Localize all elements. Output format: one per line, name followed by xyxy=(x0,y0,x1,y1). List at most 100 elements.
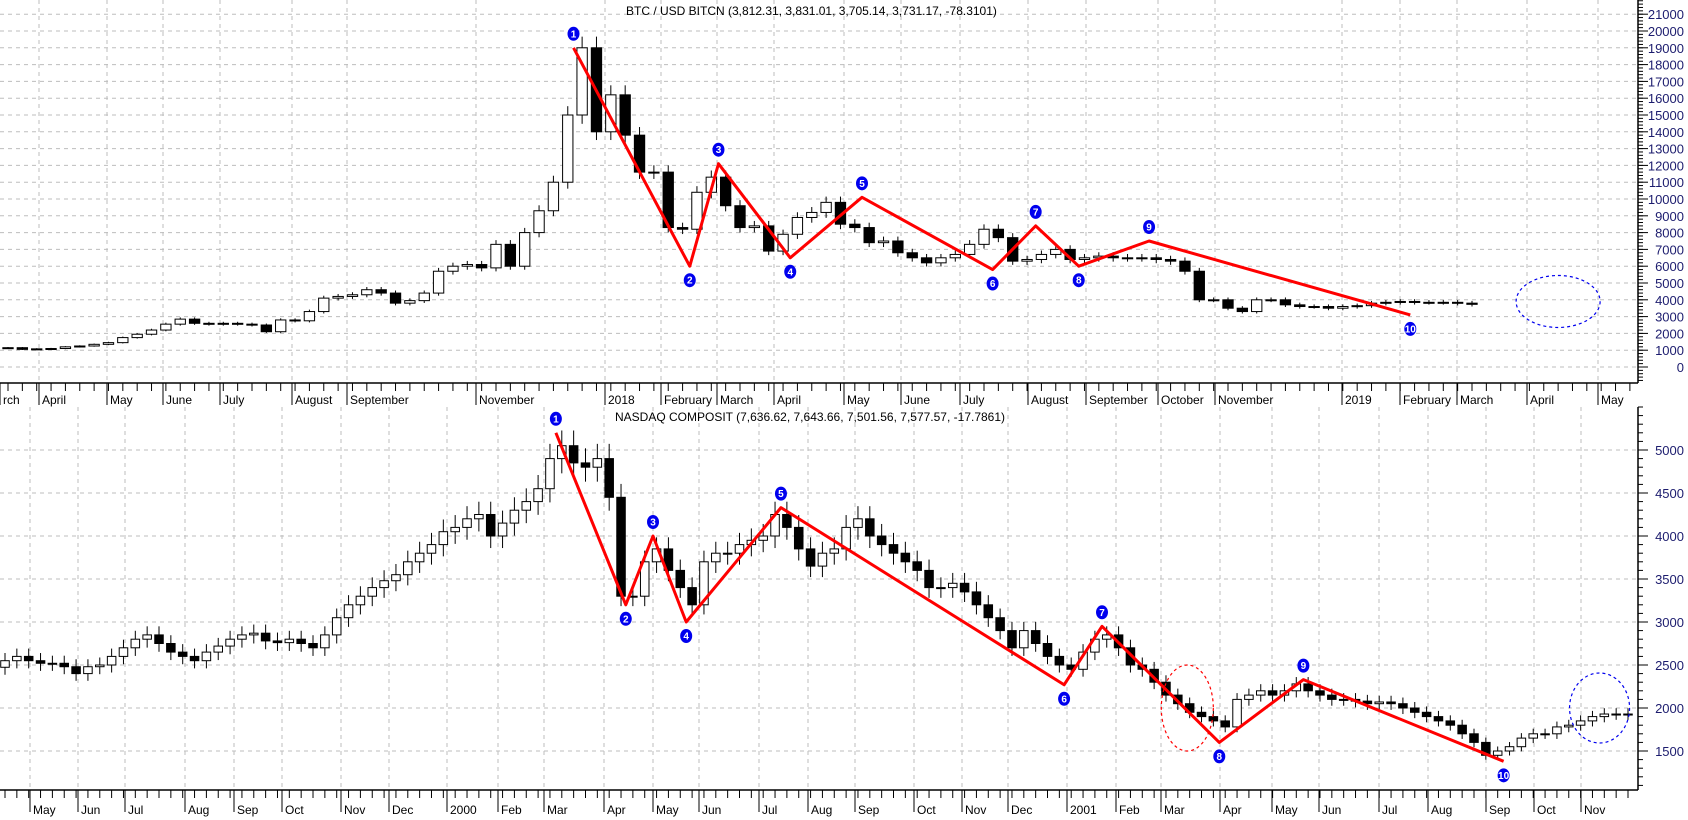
bear-candle-body xyxy=(865,518,875,537)
x-tick-label: September xyxy=(350,393,409,407)
x-tick-label: Apr xyxy=(607,803,626,817)
x-tick-label: Mar xyxy=(1164,803,1185,817)
bull-candle-body xyxy=(935,257,947,264)
bear-candle-body xyxy=(849,223,861,229)
x-tick-label: Apr xyxy=(1223,803,1242,817)
candle xyxy=(935,253,947,267)
bull-candle-body xyxy=(83,666,93,675)
bull-candle-body xyxy=(791,216,804,235)
highlight-ellipse xyxy=(1160,664,1214,752)
x-tick-label: August xyxy=(1031,393,1069,407)
candle xyxy=(1294,302,1306,309)
candle xyxy=(1504,742,1515,756)
candle xyxy=(1236,306,1249,314)
y-tick-label: 20000 xyxy=(1648,24,1684,39)
bull-candle-body xyxy=(118,647,129,657)
bull-candle-body xyxy=(691,191,703,230)
candle xyxy=(1457,719,1467,739)
bull-candle-body xyxy=(74,345,86,348)
bull-candle-body xyxy=(361,289,373,296)
highlight-ellipse xyxy=(1568,672,1631,744)
bear-candle-body xyxy=(389,292,402,304)
x-tick-label: February xyxy=(664,393,712,407)
bull-candle-body xyxy=(474,514,484,520)
bear-candle-body xyxy=(580,462,591,468)
candle xyxy=(201,644,212,669)
candle xyxy=(12,648,22,669)
bull-candle-body xyxy=(346,294,359,297)
candle xyxy=(284,630,295,651)
x-tick-label: May xyxy=(33,803,56,817)
candle xyxy=(490,240,502,272)
bear-candle-body xyxy=(876,535,887,546)
candle xyxy=(1437,300,1449,305)
y-tick-label: 8000 xyxy=(1655,226,1684,241)
candle xyxy=(533,475,543,515)
candle xyxy=(820,196,832,218)
candle xyxy=(461,260,473,270)
wave-label: 3 xyxy=(716,145,722,156)
wave-marker-10: 10 xyxy=(1497,768,1510,783)
wave-marker-9: 9 xyxy=(1143,220,1156,234)
bear-candle-body xyxy=(1222,299,1234,309)
candle xyxy=(1466,300,1478,307)
x-tick-label: May xyxy=(110,393,133,407)
bull-candle-body xyxy=(947,582,958,589)
bull-candle-body xyxy=(648,171,660,174)
candle xyxy=(1019,621,1029,656)
bull-candle-body xyxy=(367,587,378,597)
candle xyxy=(16,347,29,350)
x-tick-label: July xyxy=(223,393,244,407)
bear-candle-body xyxy=(289,319,301,322)
bull-candle-body xyxy=(45,348,57,351)
bear-candle-body xyxy=(296,638,306,645)
bear-candle-body xyxy=(1421,711,1432,718)
candle xyxy=(983,595,994,627)
candle xyxy=(865,506,875,549)
bear-candle-body xyxy=(71,666,81,675)
bull-candle-body xyxy=(213,645,224,653)
candle xyxy=(2,347,14,350)
candle xyxy=(1308,304,1320,309)
y-tick-label: 2000 xyxy=(1655,701,1684,716)
candle xyxy=(1078,253,1091,264)
bull-candle-body xyxy=(1611,713,1621,716)
bull-candle-body xyxy=(450,526,460,533)
candle xyxy=(978,224,990,249)
x-tick-label: 2001 xyxy=(1070,803,1097,817)
x-tick-label: rch xyxy=(3,393,20,407)
bull-candle-body xyxy=(1050,248,1062,255)
bull-candle-body xyxy=(758,535,768,541)
bear-candle-body xyxy=(1164,258,1177,262)
candle xyxy=(1337,304,1349,311)
candle xyxy=(249,624,259,644)
y-tick-label: 15000 xyxy=(1648,108,1684,123)
bear-candle-body xyxy=(1042,643,1053,657)
wave-marker-circle xyxy=(774,486,787,501)
bull-candle-body xyxy=(1021,258,1033,262)
wave-label: 5 xyxy=(859,179,865,190)
x-tick-label: Dec xyxy=(392,803,413,817)
candle xyxy=(1528,728,1538,744)
candle xyxy=(604,443,614,511)
y-tick-label: 5000 xyxy=(1655,443,1684,458)
candle xyxy=(1042,635,1053,665)
bull-candle-body xyxy=(1338,698,1349,701)
bull-candle-body xyxy=(432,270,445,294)
bull-candle-body xyxy=(438,531,449,546)
candle xyxy=(892,236,904,257)
candle xyxy=(59,346,72,350)
bear-candle-body xyxy=(676,227,689,230)
bear-candle-body xyxy=(619,94,631,136)
bull-candle-body xyxy=(95,664,105,668)
candle xyxy=(1351,303,1363,309)
candle xyxy=(1394,299,1406,305)
bear-candle-body xyxy=(1433,716,1444,722)
y-tick-label: 4000 xyxy=(1655,293,1684,308)
x-tick-label: April xyxy=(777,393,801,407)
x-tick-label: Sep xyxy=(858,803,880,817)
wave-label: 10 xyxy=(1498,771,1510,782)
bull-candle-body xyxy=(102,342,115,345)
bear-candle-body xyxy=(1303,683,1313,692)
candle xyxy=(131,333,143,339)
